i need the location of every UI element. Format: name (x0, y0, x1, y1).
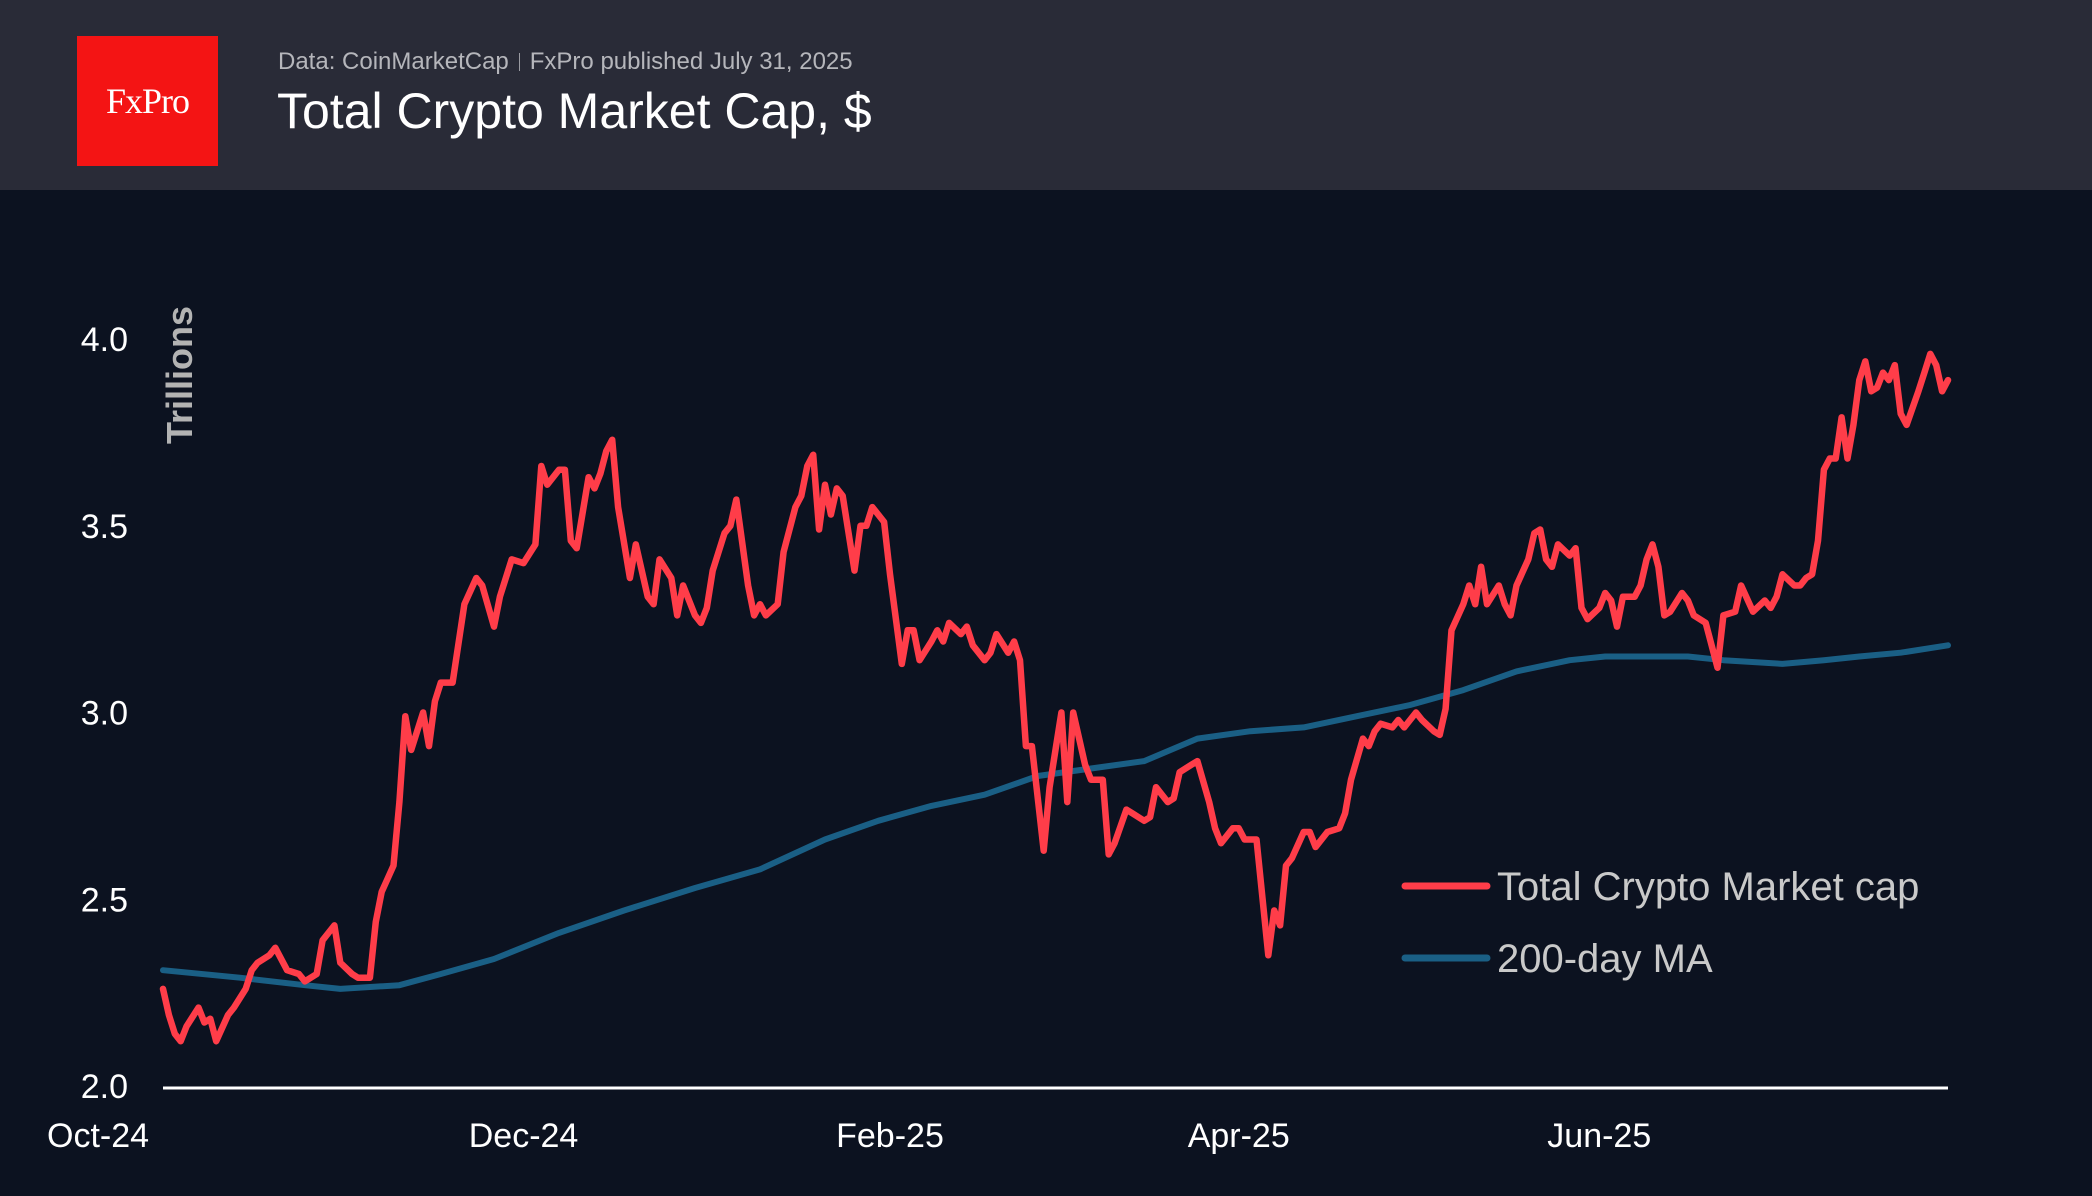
x-axis-ticks: Oct-24 Dec-24 Feb-25 Apr-25 Jun-25 (47, 1117, 1651, 1155)
header: FxPro Data: CoinMarketCap FxPro published… (0, 0, 2092, 190)
published-date: FxPro published July 31, 2025 (529, 48, 853, 75)
legend-label-market-cap: Total Crypto Market cap (1497, 865, 1919, 909)
x-tick-label: Dec-24 (469, 1117, 579, 1155)
fxpro-logo: FxPro (77, 36, 218, 166)
y-tick-label: 3.5 (81, 508, 128, 546)
y-tick-label: 4.0 (81, 321, 128, 359)
logo-text: FxPro (105, 81, 190, 121)
y-axis-label: Trillions (159, 306, 200, 444)
legend: Total Crypto Market cap 200-day MA (1401, 865, 1919, 981)
y-axis-ticks: 2.0 2.5 3.0 3.5 4.0 (81, 321, 128, 1106)
separator (518, 53, 520, 71)
chart-title: Total Crypto Market Cap, $ (277, 83, 872, 139)
series-lines (159, 350, 1952, 1045)
x-tick-label: Jun-25 (1547, 1117, 1651, 1155)
x-tick-label: Apr-25 (1188, 1117, 1290, 1155)
y-tick-label: 2.5 (81, 881, 128, 919)
x-tick-label: Oct-24 (47, 1117, 149, 1155)
market-cap-line (159, 350, 1952, 1045)
y-tick-label: 3.0 (81, 695, 128, 733)
legend-label-ma: 200-day MA (1497, 937, 1713, 981)
x-tick-label: Feb-25 (836, 1117, 944, 1155)
subtitle: Data: CoinMarketCap FxPro published July … (278, 48, 853, 76)
ma-200-line (160, 642, 1951, 992)
data-source: Data: CoinMarketCap (278, 48, 509, 75)
y-tick-label: 2.0 (81, 1068, 128, 1106)
